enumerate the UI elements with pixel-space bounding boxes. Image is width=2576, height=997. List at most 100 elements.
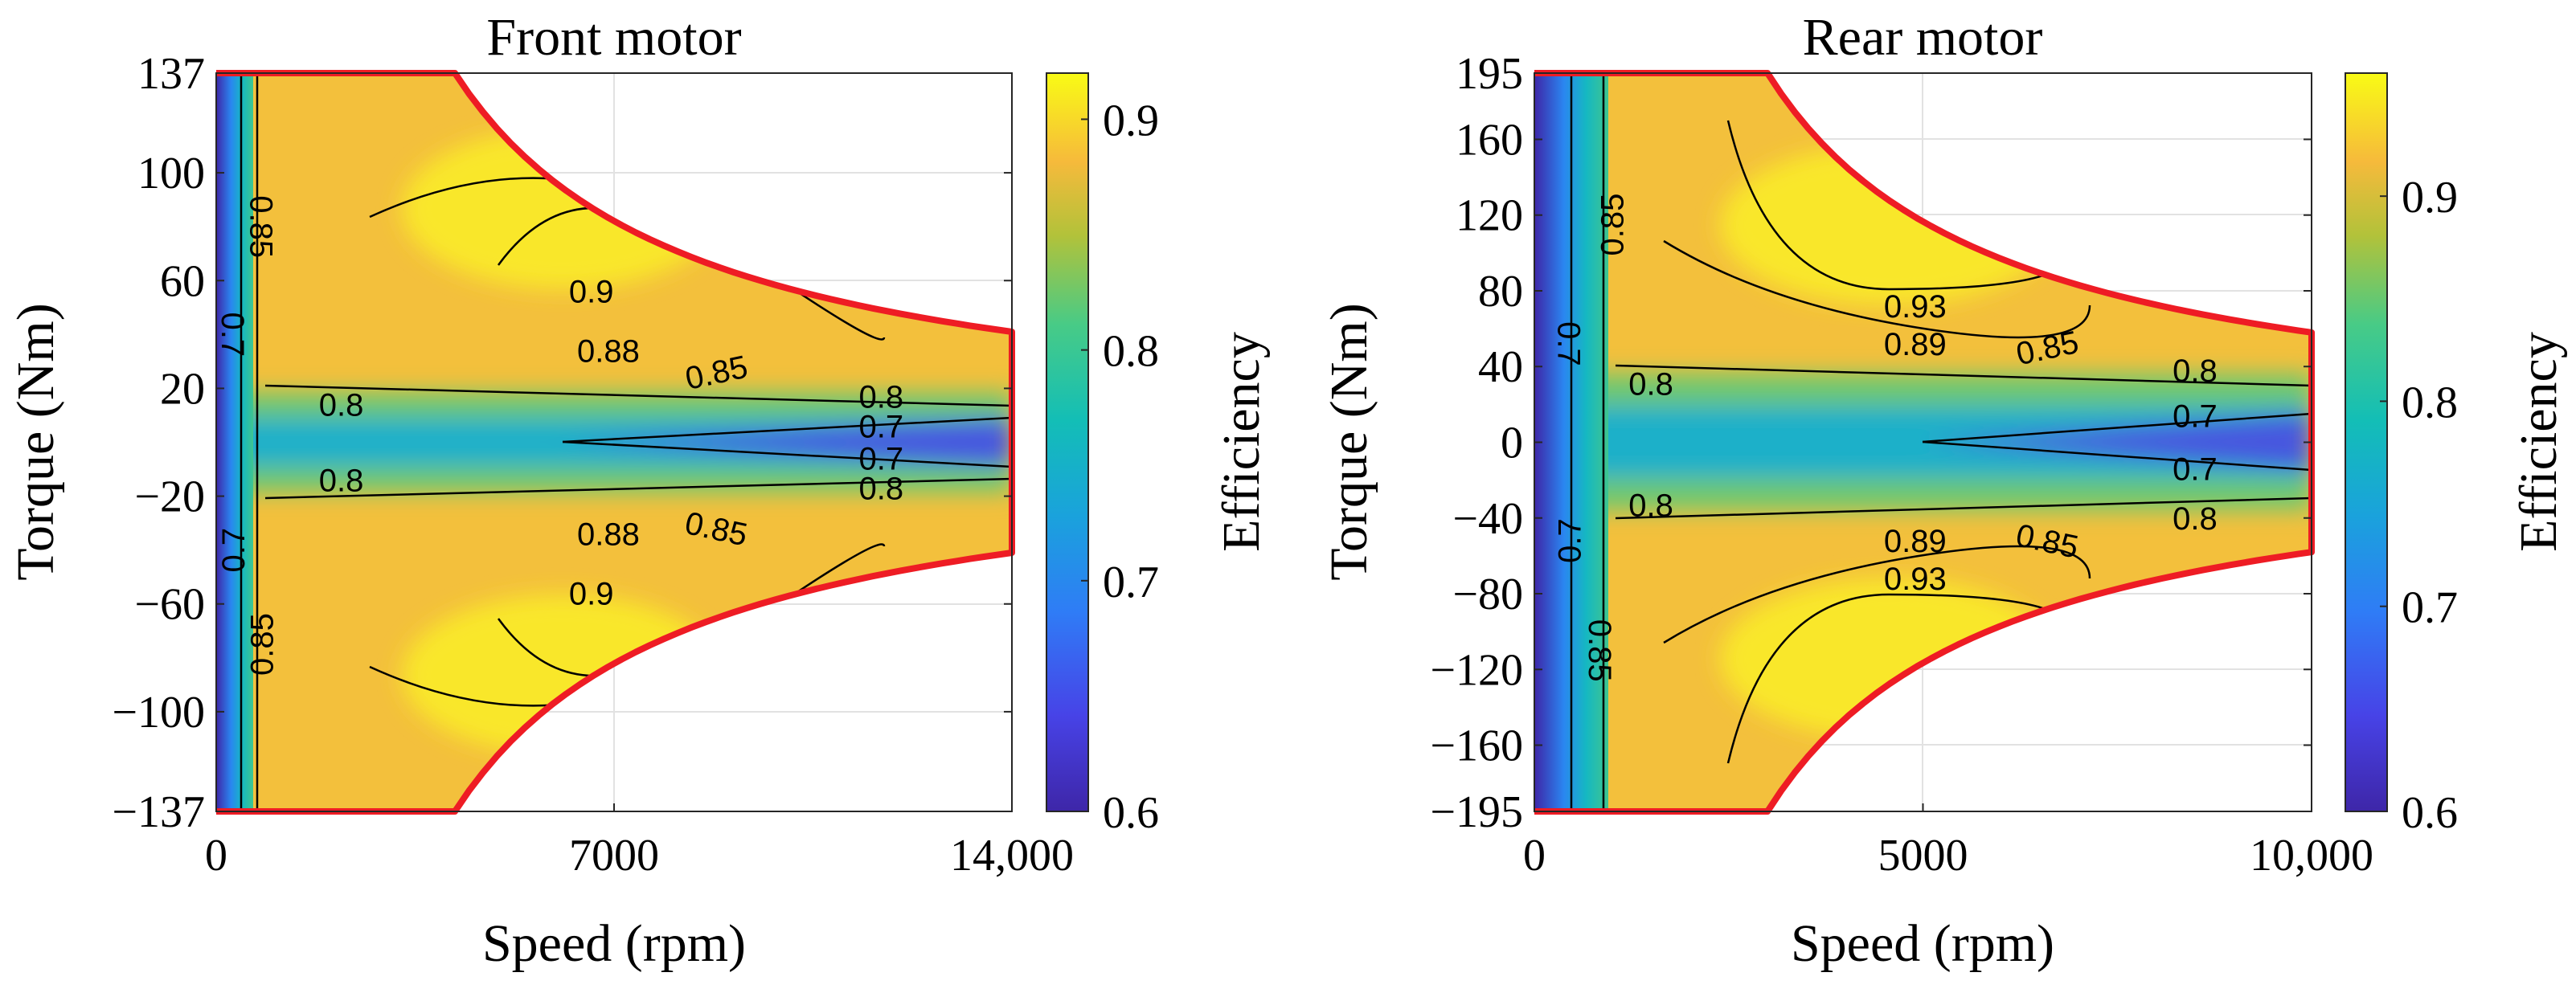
rear-colorbar-tick-label: 0.8 [2402,378,2458,427]
front-colorbar-tick-label: 0.8 [1103,327,1159,377]
rear-contour-089-upper [1663,239,2091,339]
rear-contour-07-lower [1922,440,2312,472]
front-y-tick-label: −100 [112,688,205,738]
front-colorbar-tick-label: 0.9 [1103,96,1159,145]
front-contour-label: 0.8 [319,463,364,498]
rear-contour-08-lower [1615,496,2312,520]
front-field-left-strip [216,73,253,811]
rear-colorbar-tick-label: 0.9 [2402,173,2458,223]
front-contour-label: 0.7 [859,442,904,477]
rear-motor-x-label: Speed (rpm) [1791,914,2054,973]
front-motor-panel: Front motor [6,8,1271,973]
rear-field-core [1923,414,2312,470]
rear-motor-plot-area: 0.850.70.930.89 0.850.8 0.80.70.70.80.80.7… [1534,70,2315,815]
front-contour-label: 0.85 [245,613,281,676]
rear-x-tick-label: 10,000 [2250,831,2373,881]
rear-contour-label: 0.8 [2173,353,2218,389]
rear-contour-label: 0.7 [1551,321,1587,366]
rear-motor-colorbar: 0.9 0.8 0.7 0.6 Efficiency [2345,72,2568,838]
rear-motor-x-ticks: 0 5000 10,000 [1523,803,2373,881]
rear-colorbar-ticks: 0.9 0.8 0.7 0.6 [2380,173,2458,838]
rear-contour-label: 0.85 [1595,194,1631,256]
front-y-tick-label: −60 [134,580,205,630]
rear-contour-089-lower [1663,545,2091,644]
front-x-tick-label: 14,000 [950,831,1074,881]
front-motor-y-label: Torque (Nm) [6,303,65,580]
front-contour-label: 0.88 [577,517,640,553]
rear-contour-093-upper [1726,120,2050,291]
front-contour-label: 0.9 [569,576,614,611]
front-colorbar-tick-label: 0.7 [1103,558,1159,607]
front-contour-08-upper [264,384,1012,407]
rear-colorbar-label: Efficiency [2509,332,2568,552]
rear-contour-08-upper [1615,364,2312,387]
rear-motor-panel: Rear motor [1320,8,2568,973]
front-y-tick-label: 137 [137,49,205,99]
front-contour-label: 0.7 [216,528,252,573]
rear-motor-y-label: Torque (Nm) [1320,303,1378,580]
front-contour-08-lower [264,477,1012,500]
rear-contour-label: 0.8 [1628,366,1673,402]
front-contour-07-lower [562,440,1012,468]
rear-y-tick-label: 40 [1478,342,1523,392]
rear-x-tick-label: 0 [1523,831,1546,881]
front-contour-07-upper [562,416,1012,443]
rear-contour-093-lower [1726,593,2050,764]
rear-contour-label: 0.93 [1884,562,1947,597]
front-motor-y-ticks: 137 100 60 20 −20 −60 −100 −137 [112,49,1012,837]
front-contour-label: 0.9 [569,275,614,310]
rear-y-tick-label: 0 [1501,419,1523,468]
rear-motor-contours [1570,73,2312,811]
front-colorbar-gradient [1046,72,1089,812]
rear-contour-07-upper [1922,412,2312,443]
rear-y-tick-label: 120 [1456,191,1523,241]
front-contour-label: 0.8 [319,388,364,423]
rear-y-tick-label: −120 [1430,645,1523,695]
front-contour-label: 0.85 [244,195,279,258]
front-y-tick-label: 20 [160,364,205,414]
rear-x-tick-label: 5000 [1878,831,1968,881]
front-motor-contour-labels: 0.850.70.90.88 0.850.8 0.80.70.70.80.80.7 0… [215,195,903,676]
front-contour-label: 0.88 [577,333,640,369]
front-contour-label: 0.7 [215,313,250,358]
rear-y-tick-label: 80 [1478,267,1523,317]
rear-contour-label: 0.89 [1884,327,1947,362]
front-motor-x-label: Speed (rpm) [482,914,746,973]
rear-y-tick-label: −40 [1452,494,1523,544]
front-motor-x-ticks: 0 7000 14,000 [205,803,1074,881]
front-field-core [563,418,1012,467]
rear-colorbar-tick-label: 0.7 [2402,583,2458,633]
front-motor-plot-area: 0.850.70.90.88 0.850.8 0.80.70.70.80.80.7 0… [215,70,1015,815]
front-x-tick-label: 7000 [569,831,659,881]
rear-motor-title: Rear motor [1803,8,2043,67]
rear-contour-label: 0.8 [2173,501,2218,537]
rear-y-tick-label: 195 [1456,49,1523,99]
rear-y-tick-label: −160 [1430,721,1523,771]
front-y-tick-label: 60 [160,256,205,306]
rear-contour-label: 0.89 [1884,524,1947,559]
front-y-tick-label: 100 [137,149,205,198]
rear-colorbar-tick-label: 0.6 [2402,788,2458,838]
front-y-tick-label: −20 [134,472,205,522]
front-colorbar-ticks: 0.9 0.8 0.7 0.6 [1081,96,1159,838]
rear-contour-label: 0.8 [1628,488,1673,523]
front-contour-label: 0.8 [859,379,904,415]
front-colorbar-label: Efficiency [1212,332,1271,552]
rear-colorbar-gradient [2345,72,2388,812]
front-colorbar-tick-label: 0.6 [1103,788,1159,838]
rear-contour-label: 0.7 [2173,399,2218,435]
front-y-tick-label: −137 [112,787,205,837]
rear-contour-label: 0.93 [1884,289,1947,325]
front-contour-label: 0.8 [859,472,904,507]
front-motor-colorbar: 0.9 0.8 0.7 0.6 Efficiency [1046,72,1271,838]
rear-contour-label: 0.85 [1582,619,1617,682]
front-contour-label: 0.7 [859,409,904,444]
rear-contour-label: 0.7 [1553,518,1588,563]
front-x-tick-label: 0 [205,831,227,881]
rear-motor-y-ticks: 195 160 120 80 40 0 −40 −80 −120 −160 −195 [1430,49,2312,837]
rear-contour-label: 0.7 [2173,452,2218,487]
rear-y-tick-label: −195 [1430,787,1523,837]
front-motor-title: Front motor [486,8,741,67]
rear-y-tick-label: −80 [1452,570,1523,619]
